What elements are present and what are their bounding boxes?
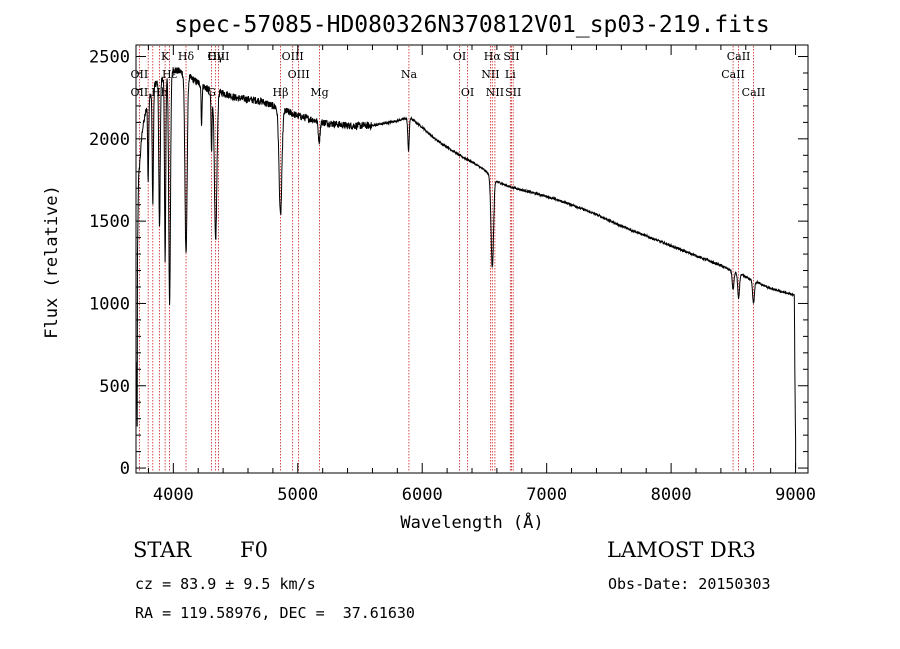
spectral-subclass: F0	[240, 538, 268, 562]
x-axis-ticks: 4000 5000 6000 7000 8000 9000	[147, 45, 816, 505]
x-tick-label: 4000	[153, 485, 194, 505]
spectral-line-label: G	[207, 86, 216, 99]
spectral-line-markers	[138, 46, 754, 472]
y-tick-label: 2000	[89, 130, 130, 150]
spectral-line-label: SII	[505, 86, 521, 99]
spectral-line-label: NII	[486, 86, 504, 99]
redshift-text: cz = 83.9 ± 9.5 km/s	[135, 575, 316, 593]
spectral-line-label: CaII	[721, 68, 745, 81]
spectral-line-label: OI	[453, 50, 466, 63]
x-tick-label: 5000	[277, 485, 318, 505]
spectral-line-label: NII	[481, 68, 499, 81]
x-tick-label: 8000	[651, 485, 692, 505]
spectral-line-label: Li	[505, 68, 516, 81]
x-tick-label: 9000	[775, 485, 816, 505]
spectral-line-label: SII	[503, 50, 519, 63]
spectral-line-label: OII	[131, 86, 149, 99]
spectrum-line	[135, 66, 797, 469]
spectral-line-label: Hα	[484, 50, 502, 63]
y-tick-label: 500	[99, 377, 130, 397]
y-axis-label: Flux (relative)	[42, 185, 62, 339]
y-axis-ticks: 0 500 1000 1500 2000 2500	[89, 48, 808, 479]
chart-title: spec-57085-HD080326N370812V01_sp03-219.f…	[174, 12, 769, 38]
spectral-line-label: Hβ	[273, 86, 289, 99]
spectral-line-label: Mg	[310, 86, 328, 99]
spectral-line-label: CaII	[742, 86, 766, 99]
spectral-line-label: Hγ	[208, 50, 225, 63]
spectral-line-label: OII	[131, 68, 149, 81]
y-tick-label: 1500	[89, 212, 130, 232]
spectral-line-label: OIII	[207, 50, 229, 63]
survey-name: LAMOST DR3	[607, 538, 756, 562]
y-tick-label: 0	[120, 459, 130, 479]
x-tick-label: 7000	[526, 485, 567, 505]
obs-date-text: Obs-Date: 20150303	[608, 575, 771, 593]
spectral-line-label: Hδ	[178, 50, 195, 63]
object-class: STAR	[133, 538, 192, 562]
spectral-line-label: OIII	[282, 50, 304, 63]
y-tick-label: 1000	[89, 294, 130, 314]
x-tick-label: 6000	[402, 485, 443, 505]
spectral-line-label: OI	[461, 86, 474, 99]
coordinates-text: RA = 119.58976, DEC = 37.61630	[135, 604, 415, 622]
x-axis-label: Wavelength (Å)	[400, 511, 543, 533]
y-tick-label: 2500	[89, 48, 130, 68]
spectral-line-label: OIII	[288, 68, 310, 81]
spectral-line-label: K	[161, 50, 170, 63]
spectral-line-label: CaII	[727, 50, 751, 63]
spectral-line-label: Na	[401, 68, 418, 81]
spectral-line-label: Hh	[151, 86, 168, 99]
